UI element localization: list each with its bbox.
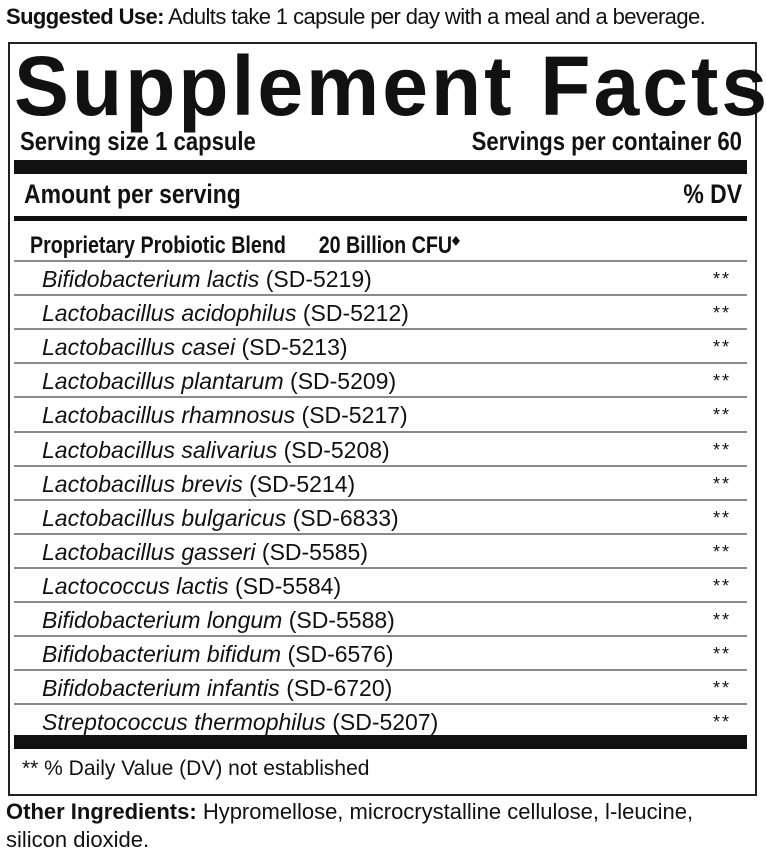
ingredient-row: Lactobacillus gasseri (SD-5585) **: [14, 532, 747, 569]
ingredient-species: Lactobacillus bulgaricus: [42, 504, 287, 531]
ingredient-dv: **: [712, 575, 731, 596]
suggested-use-label: Suggested Use:: [6, 4, 164, 29]
blend-row: Proprietary Probiotic Blend 20 Billion CF…: [30, 226, 460, 260]
panel-title: Supplement Facts: [14, 39, 766, 133]
ingredient-species: Bifidobacterium infantis: [42, 675, 280, 702]
ingredient-row: Lactobacillus casei (SD-5213) **: [14, 328, 747, 364]
ingredient-row: Lactococcus lactis (SD-5584) **: [14, 566, 747, 603]
thick-divider-bottom: [14, 735, 747, 749]
ingredient-row: Lactobacillus acidophilus (SD-5212) **: [14, 294, 747, 330]
ingredient-name: Bifidobacterium infantis (SD-6720): [42, 674, 392, 702]
ingredient-code: (SD-5209): [290, 368, 397, 395]
ingredient-row: Lactobacillus rhamnosus (SD-5217) **: [14, 396, 747, 432]
ingredient-species: Bifidobacterium lactis: [42, 266, 260, 292]
ingredient-row: Bifidobacterium bifidum (SD-6576) **: [14, 635, 747, 671]
ingredient-species: Lactobacillus plantarum: [42, 368, 284, 395]
ingredient-name: Streptococcus thermophilus (SD-5207): [42, 708, 438, 736]
ingredient-species: Bifidobacterium longum: [42, 607, 283, 633]
serving-size: Serving size 1 capsule: [20, 126, 256, 156]
ingredient-code: (SD-5217): [301, 402, 408, 429]
other-ingredients-label: Other Ingredients:: [6, 799, 197, 824]
servings-per-container: Servings per container 60: [471, 126, 742, 156]
ingredient-row: Lactobacillus plantarum (SD-5209) **: [14, 362, 747, 398]
ingredient-dv: **: [712, 303, 731, 324]
ingredient-dv: **: [712, 439, 731, 460]
ingredient-name: Lactobacillus rhamnosus (SD-5217): [42, 401, 408, 429]
ingredient-name: Lactobacillus brevis (SD-5214): [42, 470, 355, 498]
ingredient-dv: **: [712, 678, 731, 699]
ingredient-code: (SD-5213): [241, 334, 348, 361]
other-ingredients-text: Hypromellose, microcrystalline cellulose…: [6, 799, 694, 852]
ingredient-dv: **: [712, 541, 731, 562]
ingredient-row: Lactobacillus salivarius (SD-5208) **: [14, 430, 747, 467]
blend-name: Proprietary Probiotic Blend: [30, 232, 286, 259]
ingredient-name: Lactobacillus bulgaricus (SD-6833): [42, 504, 399, 532]
ingredient-name: Bifidobacterium lactis (SD-5219): [42, 265, 372, 293]
divider: [14, 216, 747, 221]
ingredient-code: (SD-5212): [302, 300, 409, 327]
blend-amount: 20 Billion CFU: [318, 232, 453, 259]
ingredient-name: Bifidobacterium bifidum (SD-6576): [42, 640, 394, 668]
ingredient-name: Lactobacillus casei (SD-5213): [42, 333, 348, 361]
ingredient-code: (SD-5208): [283, 436, 390, 463]
ingredient-code: (SD-6833): [292, 504, 399, 531]
ingredient-species: Lactococcus lactis: [42, 572, 229, 599]
ingredient-name: Lactococcus lactis (SD-5584): [42, 572, 341, 600]
ingredient-code: (SD-5214): [249, 470, 356, 497]
ingredient-species: Lactobacillus gasseri: [42, 538, 256, 565]
ingredient-dv: **: [712, 507, 731, 528]
ingredient-species: Lactobacillus salivarius: [42, 436, 278, 463]
ingredient-species: Lactobacillus rhamnosus: [42, 402, 296, 429]
ingredient-dv: **: [712, 610, 731, 630]
ingredient-code: (SD-6576): [287, 641, 394, 668]
ingredient-code: (SD-5219): [265, 266, 372, 292]
ingredient-row: Bifidobacterium infantis (SD-6720) **: [14, 669, 747, 705]
ingredient-name: Lactobacillus acidophilus (SD-5212): [42, 299, 409, 327]
ingredient-dv: **: [712, 269, 731, 289]
ingredient-dv: **: [712, 405, 731, 426]
footnote: ** % Daily Value (DV) not established: [22, 757, 370, 780]
ingredient-species: Lactobacillus casei: [42, 334, 236, 361]
ingredient-dv: **: [712, 644, 731, 665]
other-ingredients: Other Ingredients: Hypromellose, microcr…: [6, 798, 756, 854]
ingredient-code: (SD-5585): [261, 538, 369, 565]
diamond-icon: ◆: [452, 233, 460, 247]
ingredient-species: Lactobacillus brevis: [42, 470, 243, 497]
ingredient-name: Lactobacillus salivarius (SD-5208): [42, 436, 390, 464]
ingredient-name: Bifidobacterium longum (SD-5588): [42, 606, 395, 634]
thick-divider: [14, 160, 747, 174]
suggested-use: Suggested Use: Adults take 1 capsule per…: [6, 4, 706, 30]
ingredient-row: Lactobacillus brevis (SD-5214) **: [14, 464, 747, 501]
ingredient-name: Lactobacillus gasseri (SD-5585): [42, 538, 368, 566]
ingredient-dv: **: [712, 473, 731, 494]
supplement-facts-panel: [8, 42, 757, 796]
suggested-use-text: Adults take 1 capsule per day with a mea…: [168, 4, 706, 29]
ingredient-row: Bifidobacterium longum (SD-5588) **: [14, 601, 747, 637]
ingredient-dv: **: [712, 337, 731, 358]
ingredient-species: Streptococcus thermophilus: [42, 709, 326, 736]
ingredient-code: (SD-5584): [235, 572, 342, 599]
ingredient-code: (SD-6720): [286, 675, 393, 702]
amount-per-serving-header: Amount per serving: [24, 179, 241, 209]
ingredient-code: (SD-5207): [332, 709, 439, 736]
ingredient-name: Lactobacillus plantarum (SD-5209): [42, 367, 396, 395]
ingredient-species: Bifidobacterium bifidum: [42, 641, 282, 668]
ingredient-dv: **: [712, 371, 731, 392]
ingredient-row: Bifidobacterium lactis (SD-5219) **: [14, 260, 747, 296]
ingredient-row: Lactobacillus bulgaricus (SD-6833) **: [14, 498, 747, 535]
dv-header: % DV: [683, 179, 742, 209]
ingredient-dv: **: [712, 712, 731, 733]
ingredient-code: (SD-5588): [288, 607, 395, 633]
ingredient-species: Lactobacillus acidophilus: [42, 300, 297, 327]
ingredient-row: Streptococcus thermophilus (SD-5207) **: [14, 703, 747, 739]
